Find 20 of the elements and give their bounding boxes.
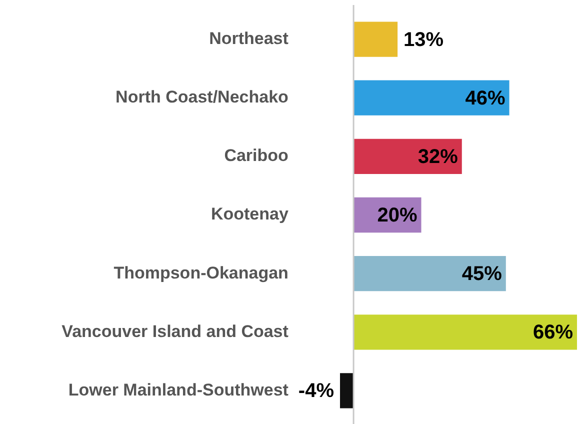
y-tick-label: Vancouver Island and Coast <box>62 322 289 341</box>
y-tick-label: North Coast/Nechako <box>116 88 288 107</box>
bar <box>354 314 577 350</box>
data-label: 66% <box>532 322 574 344</box>
y-tick-label: Thompson-Okanagan <box>114 263 288 282</box>
data-label: 46% <box>465 87 506 110</box>
bar <box>354 138 462 174</box>
bar <box>354 22 398 57</box>
bar <box>354 256 506 292</box>
y-tick-label: Kootenay <box>210 204 289 224</box>
data-label: 45% <box>462 263 502 286</box>
y-tick-label: Lower Mainland-Southwest <box>68 380 289 400</box>
bar <box>340 373 354 408</box>
data-label: 13% <box>404 28 444 51</box>
data-label: 20% <box>377 204 418 227</box>
bar <box>354 80 510 116</box>
data-label: -4% <box>298 380 334 402</box>
data-label: 32% <box>418 146 458 168</box>
y-tick-label: Northeast <box>209 28 289 48</box>
y-tick-label: Cariboo <box>224 146 288 166</box>
